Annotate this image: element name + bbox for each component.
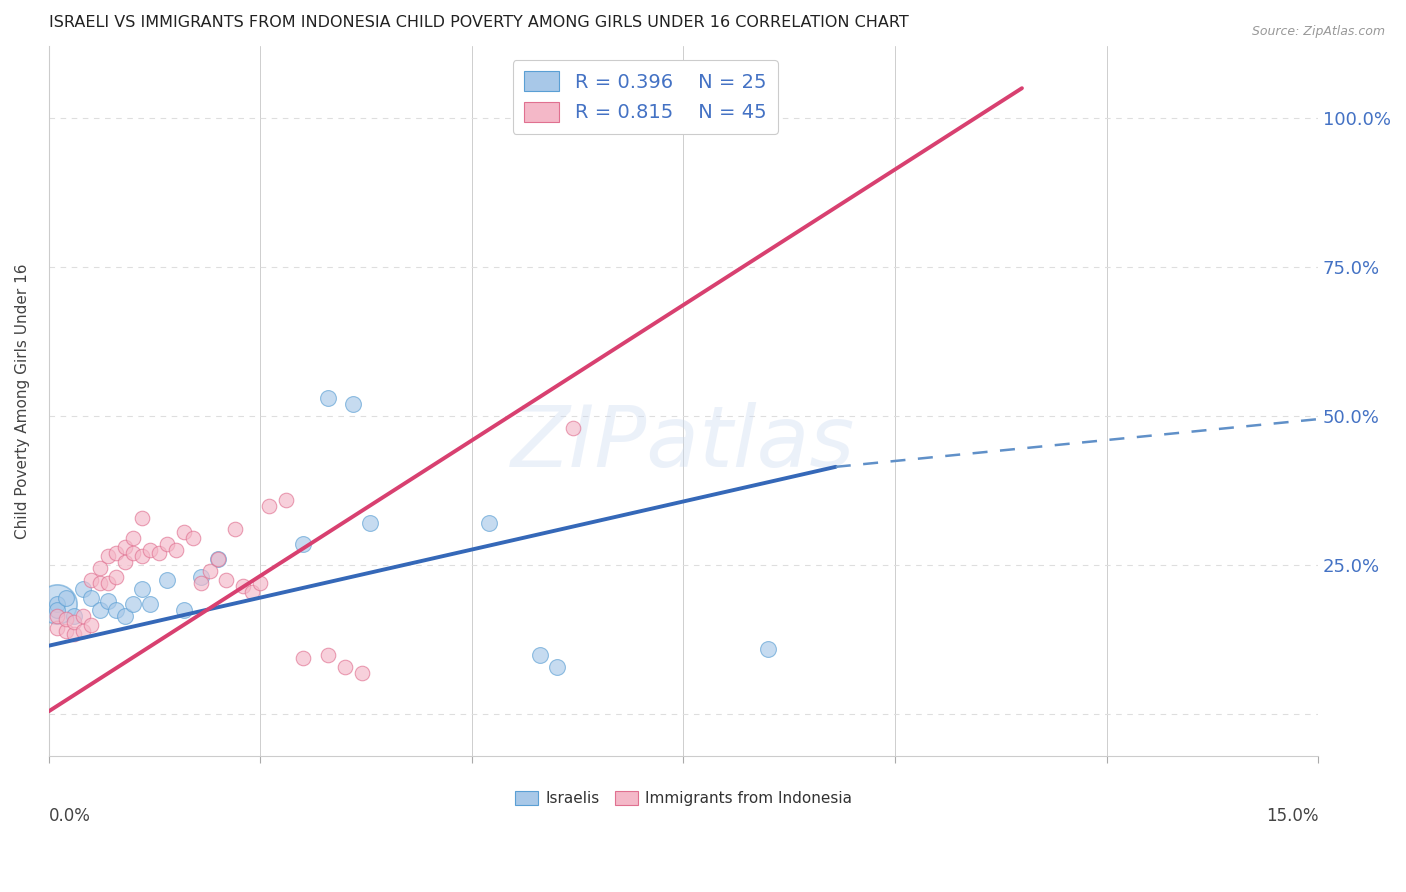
Point (89, 603, 111, 617)
Point (198, 564, 221, 578)
Point (342, 397, 364, 411)
Point (80, 617, 103, 632)
Text: Source: ZipAtlas.com: Source: ZipAtlas.com (1251, 25, 1385, 38)
Point (546, 659, 568, 673)
Point (240, 585, 263, 599)
Text: ZIPatlas: ZIPatlas (512, 402, 856, 485)
Point (291, 537, 314, 551)
Point (350, 665, 373, 680)
Point (546, 111, 568, 125)
Point (316, 648, 339, 662)
Point (72, 624, 94, 638)
Point (80, 573, 103, 587)
Point (97, 576, 120, 591)
Point (122, 532, 145, 546)
Point (274, 492, 297, 507)
Point (756, 641, 779, 656)
Point (316, 391, 339, 405)
Point (105, 603, 128, 617)
Point (46, 597, 69, 611)
Point (97, 594, 120, 608)
Point (80, 591, 103, 605)
Point (156, 537, 179, 551)
Point (207, 552, 229, 566)
Point (114, 541, 136, 555)
Point (181, 532, 204, 546)
Point (359, 516, 381, 531)
Text: ISRAELI VS IMMIGRANTS FROM INDONESIA CHILD POVERTY AMONG GIRLS UNDER 16 CORRELAT: ISRAELI VS IMMIGRANTS FROM INDONESIA CHI… (49, 15, 908, 30)
Point (148, 546, 170, 560)
Point (72, 608, 94, 623)
Point (156, 573, 179, 587)
Point (207, 552, 229, 566)
Point (105, 570, 128, 584)
Text: 0.0%: 0.0% (49, 807, 90, 825)
Point (122, 597, 145, 611)
Point (232, 579, 254, 593)
Point (224, 523, 246, 537)
Text: 15.0%: 15.0% (1265, 807, 1319, 825)
Point (63, 615, 86, 629)
Point (139, 543, 162, 558)
Point (46, 603, 69, 617)
Point (63, 608, 86, 623)
Point (97, 549, 120, 564)
Point (291, 650, 314, 665)
Point (105, 546, 128, 560)
Point (89, 576, 111, 591)
Point (131, 549, 153, 564)
Point (89, 561, 111, 575)
Point (114, 608, 136, 623)
Point (55, 591, 77, 605)
Point (190, 576, 212, 591)
Point (55, 612, 77, 626)
Y-axis label: Child Poverty Among Girls Under 16: Child Poverty Among Girls Under 16 (15, 263, 30, 539)
Point (257, 499, 280, 513)
Point (55, 624, 77, 638)
Point (46, 608, 69, 623)
Point (114, 555, 136, 569)
Point (529, 111, 551, 125)
Point (122, 546, 145, 560)
Point (215, 573, 238, 587)
Point (46, 597, 69, 611)
Point (72, 582, 94, 596)
Point (63, 627, 86, 641)
Point (131, 510, 153, 524)
Point (333, 659, 356, 673)
Point (131, 582, 153, 596)
Point (529, 648, 551, 662)
Point (46, 621, 69, 635)
Point (139, 597, 162, 611)
Point (249, 576, 271, 591)
Point (562, 421, 585, 435)
Point (190, 570, 212, 584)
Point (478, 516, 501, 531)
Point (173, 525, 195, 540)
Point (173, 603, 195, 617)
Point (165, 543, 187, 558)
Legend: Israelis, Immigrants from Indonesia: Israelis, Immigrants from Indonesia (509, 785, 859, 813)
